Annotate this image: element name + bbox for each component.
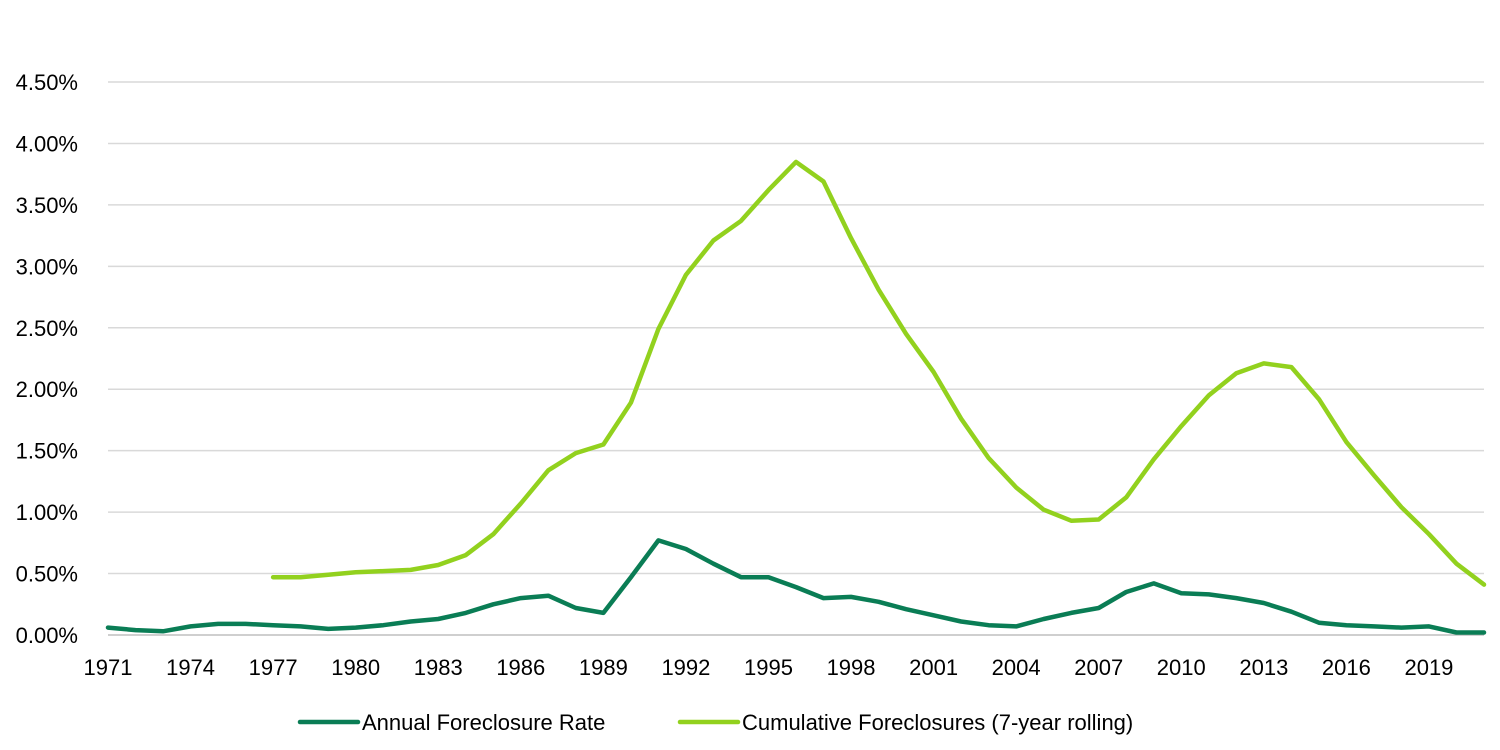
y-tick-label: 0.00% bbox=[16, 623, 78, 648]
x-tick-label: 1992 bbox=[661, 655, 710, 680]
x-tick-label: 2013 bbox=[1239, 655, 1288, 680]
x-tick-label: 1971 bbox=[84, 655, 133, 680]
x-tick-label: 1995 bbox=[744, 655, 793, 680]
x-tick-label: 2001 bbox=[909, 655, 958, 680]
y-tick-label: 2.00% bbox=[16, 377, 78, 402]
x-tick-label: 2016 bbox=[1322, 655, 1371, 680]
x-tick-label: 1989 bbox=[579, 655, 628, 680]
y-tick-label: 2.50% bbox=[16, 316, 78, 341]
y-tick-label: 1.50% bbox=[16, 439, 78, 464]
x-tick-label: 1974 bbox=[166, 655, 215, 680]
x-tick-label: 2004 bbox=[992, 655, 1041, 680]
x-tick-label: 1977 bbox=[249, 655, 298, 680]
series-line-annual-foreclosure-rate bbox=[105, 538, 1487, 635]
y-tick-label: 1.00% bbox=[16, 500, 78, 525]
legend-label-annual-foreclosure-rate: Annual Foreclosure Rate bbox=[362, 710, 605, 735]
y-tick-label: 4.00% bbox=[16, 131, 78, 156]
x-tick-label: 1986 bbox=[496, 655, 545, 680]
y-tick-label: 0.50% bbox=[16, 562, 78, 587]
x-tick-label: 1980 bbox=[331, 655, 380, 680]
y-tick-label: 3.00% bbox=[16, 254, 78, 279]
x-tick-label: 2019 bbox=[1404, 655, 1453, 680]
y-axis-tick-labels: 0.00% 0.50% 1.00% 1.50% 2.00% 2.50% 3.00% 3.50%… bbox=[16, 70, 78, 648]
y-tick-label: 3.50% bbox=[16, 193, 78, 218]
series-lines bbox=[105, 159, 1487, 635]
x-tick-label: 1983 bbox=[414, 655, 463, 680]
legend: Annual Foreclosure Rate Cumulative Forec… bbox=[297, 710, 1133, 735]
series-line-cumulative-foreclosures bbox=[270, 159, 1487, 587]
x-tick-label: 2007 bbox=[1074, 655, 1123, 680]
y-tick-label: 4.50% bbox=[16, 70, 78, 95]
x-axis-tick-labels: 1971 1974 1977 1980 1983 1986 1989 1992 1995 1998… bbox=[84, 655, 1454, 680]
x-tick-label: 1998 bbox=[827, 655, 876, 680]
x-tick-label: 2010 bbox=[1157, 655, 1206, 680]
legend-label-cumulative-foreclosures: Cumulative Foreclosures (7-year rolling) bbox=[742, 710, 1133, 735]
